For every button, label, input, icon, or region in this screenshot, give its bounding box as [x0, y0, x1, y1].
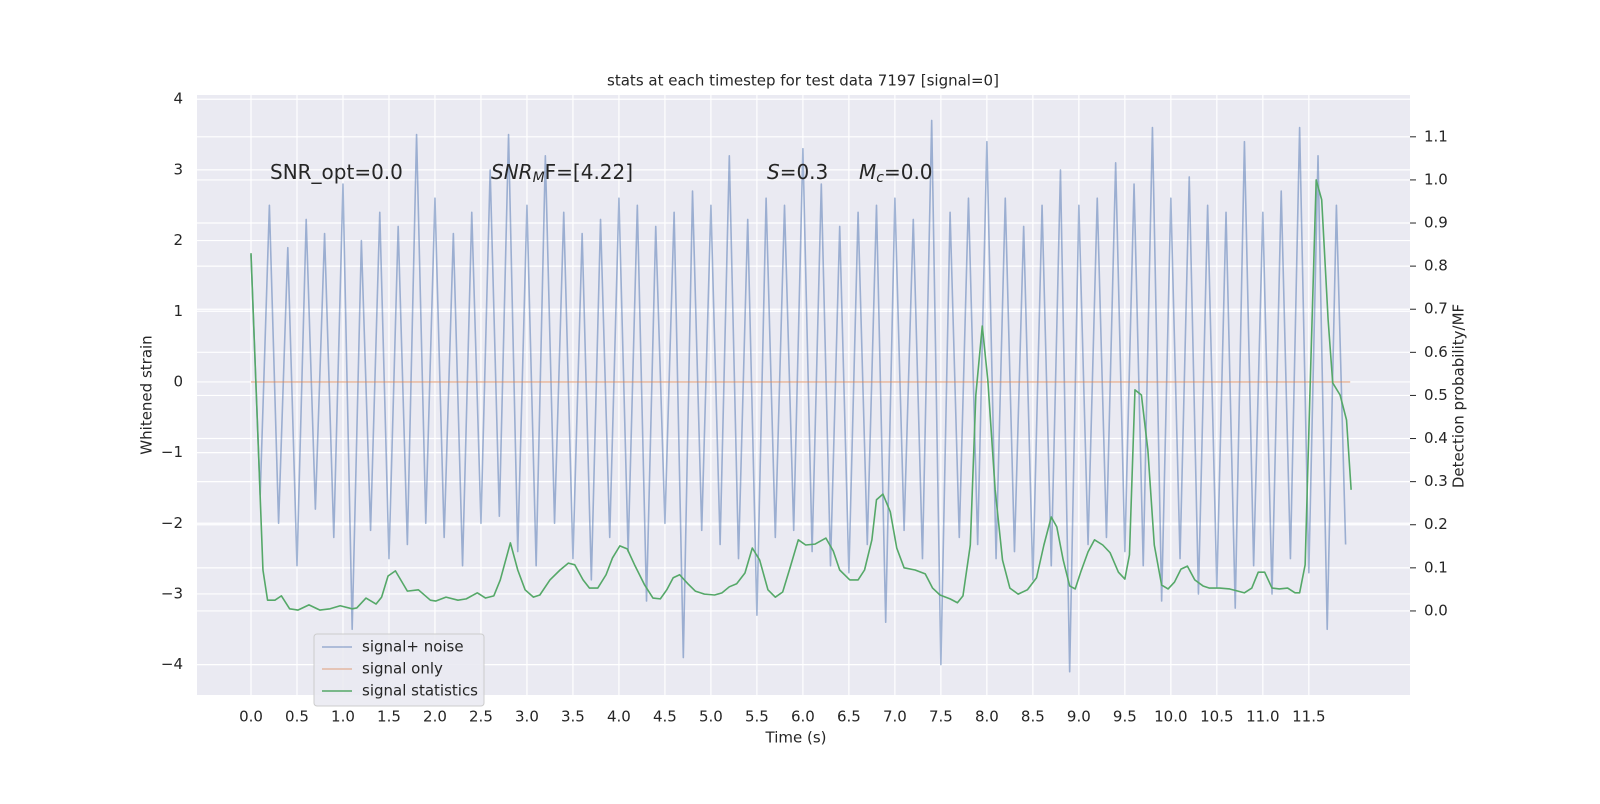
x-tick-label: 3.0 — [515, 708, 539, 726]
x-tick-label: 2.0 — [423, 708, 447, 726]
x-tick-label: 9.0 — [1067, 708, 1091, 726]
x-tick-label: 5.5 — [745, 708, 769, 726]
annotation: SNR_opt=0.0 — [270, 160, 403, 184]
y-tick-label: 1 — [173, 302, 183, 320]
x-tick-label: 4.0 — [607, 708, 631, 726]
x-tick-label: 6.5 — [837, 708, 861, 726]
y2-tick-label: 0.6 — [1424, 343, 1448, 361]
x-tick-label: 0.0 — [239, 708, 263, 726]
x-tick-label: 10.5 — [1200, 708, 1233, 726]
y2-tick-label: 0.0 — [1424, 601, 1448, 619]
y-tick-label: 0 — [173, 372, 183, 390]
y2-tick-label: 1.0 — [1424, 170, 1448, 188]
x-tick-label: 1.5 — [377, 708, 401, 726]
y2-tick-label: 0.3 — [1424, 472, 1448, 490]
marks — [250, 119, 1352, 673]
annotation-symbol: S — [767, 160, 780, 184]
x-tick-label: 8.5 — [1021, 708, 1045, 726]
y2-tick-label: 0.8 — [1424, 257, 1448, 275]
series-line — [250, 179, 1352, 611]
legend-label: signal statistics — [362, 682, 478, 700]
x-tick-label: 1.0 — [331, 708, 355, 726]
x-tick-label: 7.5 — [929, 708, 953, 726]
y-axis-label: Whitened strain — [138, 335, 156, 454]
y-tick-label: 4 — [173, 90, 183, 108]
series-line — [250, 119, 1347, 673]
x-tick-label: 0.5 — [285, 708, 309, 726]
legend-label: signal+ noise — [362, 638, 464, 656]
annotation-rest: F=[4.22] — [545, 160, 633, 184]
x-tick-label: 7.0 — [883, 708, 907, 726]
y-tick-label: −1 — [161, 443, 183, 461]
y2-tick-label: 0.4 — [1424, 429, 1448, 447]
x-tick-label: 4.5 — [653, 708, 677, 726]
x-tick-label: 11.5 — [1292, 708, 1325, 726]
x-tick-label: 2.5 — [469, 708, 493, 726]
y-tick-label: −2 — [161, 514, 183, 532]
x-tick-label: 5.0 — [699, 708, 723, 726]
y2-tick-label: 0.7 — [1424, 300, 1448, 318]
labels: 0.0 0.5 1.0 1.5 2.0 2.5 3.0 3.5 4.0 4.5 5.0 5.5 6.0 6… — [161, 90, 1448, 726]
y-tick-label: 3 — [173, 160, 183, 178]
y2-tick-label: 0.2 — [1424, 515, 1448, 533]
legend-box — [313, 633, 485, 707]
annotation-rest: =0.3 — [780, 160, 829, 184]
chart-title: stats at each timestep for test data 719… — [607, 72, 999, 90]
annotation-rest: =0.0 — [884, 160, 933, 184]
annotation-text: SNR_opt=0.0 — [270, 160, 403, 184]
x-tick-label: 10.0 — [1154, 708, 1187, 726]
y2-tick-label: 0.9 — [1424, 214, 1448, 232]
annotation-symbol: M — [859, 160, 876, 184]
legend: signal+ noise signal only signal statistic… — [313, 633, 485, 707]
y-tick-label: −4 — [161, 655, 183, 673]
y-tick-label: −3 — [161, 584, 183, 602]
y-tick-label: 2 — [173, 231, 183, 249]
y2-tick-label: 0.5 — [1424, 386, 1448, 404]
annotation: S=0.3 — [767, 160, 828, 184]
x-axis-label: Time (s) — [765, 729, 827, 747]
annotations: SNR_opt=0.0 SNRMF=[4.22] S=0.3 Mc=0.0 — [270, 160, 933, 187]
x-tick-label: 6.0 — [791, 708, 815, 726]
y2-tick-label: 0.1 — [1424, 558, 1448, 576]
annotation-subscript: M — [533, 170, 545, 186]
y2-axis-label: Detection probability/MF — [1450, 304, 1468, 488]
annotation-subscript: c — [876, 170, 884, 186]
y2-tick-label: 1.1 — [1424, 127, 1448, 145]
annotation-symbol: SNR — [491, 160, 533, 184]
x-tick-label: 3.5 — [561, 708, 585, 726]
x-tick-label: 8.0 — [975, 708, 999, 726]
x-tick-label: 11.0 — [1246, 708, 1279, 726]
annotation: Mc=0.0 — [859, 160, 933, 187]
legend-label: signal only — [362, 660, 443, 678]
annotation: SNRMF=[4.22] — [491, 160, 633, 187]
x-tick-label: 9.5 — [1113, 708, 1137, 726]
